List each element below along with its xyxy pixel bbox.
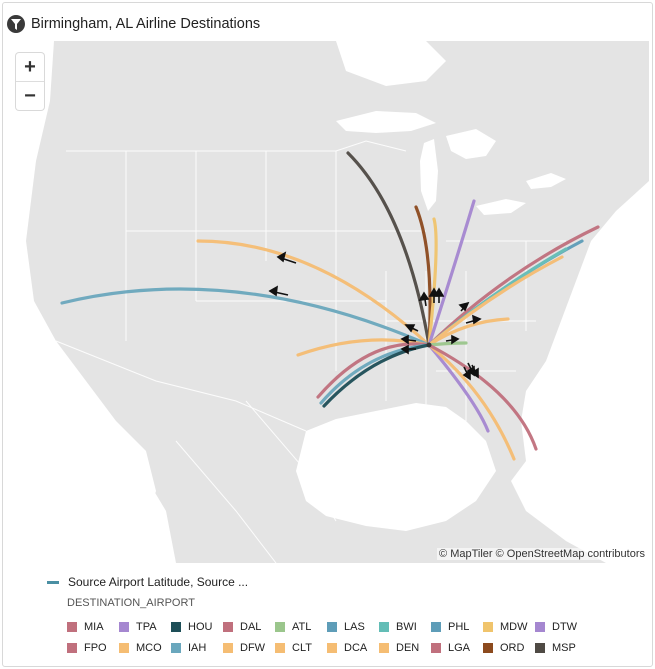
legend-item-fpo[interactable]: FPO xyxy=(67,642,119,654)
legend-swatch xyxy=(483,622,493,632)
legend-item-label: DFW xyxy=(240,642,266,654)
legend: Source Airport Latitude, Source ... DEST… xyxy=(47,575,647,654)
legend-item-lga[interactable]: LGA xyxy=(431,642,483,654)
legend-swatch xyxy=(171,643,181,653)
route-lga xyxy=(427,225,600,347)
legend-item-label: MSP xyxy=(552,642,576,654)
route-den xyxy=(196,239,431,347)
origin-birmingham-marker xyxy=(426,342,432,348)
legend-swatch xyxy=(119,622,129,632)
legend-item-ord[interactable]: ORD xyxy=(483,642,535,654)
legend-item-label: DAL xyxy=(240,621,262,633)
legend-item-mco[interactable]: MCO xyxy=(119,642,171,654)
legend-item-dfw[interactable]: DFW xyxy=(223,642,275,654)
legend-item-label: FPO xyxy=(84,642,107,654)
legend-item-atl[interactable]: ATL xyxy=(275,621,327,633)
legend-measure: Source Airport Latitude, Source ... xyxy=(47,575,647,589)
legend-item-den[interactable]: DEN xyxy=(379,642,431,654)
zoom-control: + − xyxy=(16,53,44,110)
route-dtw xyxy=(427,199,476,347)
legend-item-label: LGA xyxy=(448,642,471,654)
legend-swatch xyxy=(535,643,545,653)
legend-item-las[interactable]: LAS xyxy=(327,621,379,633)
legend-item-label: DCA xyxy=(344,642,368,654)
route-hou xyxy=(322,343,431,408)
legend-item-label: LAS xyxy=(344,621,365,633)
legend-item-label: IAH xyxy=(188,642,207,654)
legend-item-clt[interactable]: CLT xyxy=(275,642,327,654)
legend-item-mia[interactable]: MIA xyxy=(67,621,119,633)
basemap xyxy=(6,41,649,563)
legend-swatch xyxy=(275,643,285,653)
route-las xyxy=(60,287,431,347)
legend-swatch xyxy=(431,622,441,632)
legend-item-dal[interactable]: DAL xyxy=(223,621,275,633)
line-swatch-icon xyxy=(47,580,59,584)
legend-item-tpa[interactable]: TPA xyxy=(119,621,171,633)
legend-item-label: ORD xyxy=(500,642,525,654)
legend-swatch xyxy=(67,643,77,653)
legend-swatch xyxy=(275,622,285,632)
zoom-in-button[interactable]: + xyxy=(24,55,36,78)
legend-swatch xyxy=(431,643,441,653)
legend-item-label: MDW xyxy=(500,621,528,633)
legend-item-label: DEN xyxy=(396,642,420,654)
legend-item-label: MIA xyxy=(84,621,104,633)
panel-header: Birmingham, AL Airline Destinations xyxy=(7,13,260,35)
legend-swatch xyxy=(67,622,77,632)
legend-item-bwi[interactable]: BWI xyxy=(379,621,431,633)
legend-item-iah[interactable]: IAH xyxy=(171,642,223,654)
route-mia xyxy=(427,343,538,451)
legend-item-label: PHL xyxy=(448,621,470,633)
legend-item-label: DTW xyxy=(552,621,578,633)
route-dal xyxy=(316,342,431,399)
legend-item-hou[interactable]: HOU xyxy=(171,621,223,633)
legend-swatch xyxy=(535,622,545,632)
direction-arrows xyxy=(268,251,482,381)
lakes xyxy=(336,41,566,215)
legend-items: MIA TPA HOU DAL ATL LAS BWI PHL MDW DTW FPO MCO IAH D… xyxy=(67,621,647,654)
legend-swatch xyxy=(171,622,181,632)
legend-swatch xyxy=(379,643,389,653)
flight-routes xyxy=(60,151,600,461)
legend-item-label: BWI xyxy=(396,621,417,633)
legend-item-label: ATL xyxy=(292,621,312,633)
legend-item-msp[interactable]: MSP xyxy=(535,642,587,654)
route-dca xyxy=(427,255,564,347)
map-view[interactable]: + − © MapTiler © OpenStreetMap contribut… xyxy=(6,41,649,563)
legend-swatch xyxy=(379,622,389,632)
legend-swatch xyxy=(327,643,337,653)
legend-swatch xyxy=(327,622,337,632)
legend-item-label: MCO xyxy=(136,642,162,654)
legend-item-mdw[interactable]: MDW xyxy=(483,621,535,633)
legend-item-phl[interactable]: PHL xyxy=(431,621,483,633)
route-tpa xyxy=(427,343,490,433)
water-bodies xyxy=(6,41,649,563)
route-mdw xyxy=(427,217,438,347)
legend-item-dca[interactable]: DCA xyxy=(327,642,379,654)
legend-swatch xyxy=(483,643,493,653)
route-atl xyxy=(427,341,468,347)
legend-swatch xyxy=(223,643,233,653)
filter-icon[interactable] xyxy=(7,15,25,33)
legend-swatch xyxy=(119,643,129,653)
route-ord xyxy=(414,205,432,347)
legend-swatch xyxy=(223,622,233,632)
panel-title: Birmingham, AL Airline Destinations xyxy=(31,16,261,32)
legend-group-label: DESTINATION_AIRPORT xyxy=(67,597,195,609)
map-attribution[interactable]: © MapTiler © OpenStreetMap contributors xyxy=(437,548,647,560)
legend-item-label: CLT xyxy=(292,642,312,654)
legend-item-label: HOU xyxy=(188,621,213,633)
zoom-out-button[interactable]: − xyxy=(16,81,44,110)
legend-measure-label: Source Airport Latitude, Source ... xyxy=(68,575,249,589)
route-msp xyxy=(346,151,431,347)
route-mco xyxy=(427,343,516,461)
legend-item-dtw[interactable]: DTW xyxy=(535,621,587,633)
legend-item-label: TPA xyxy=(136,621,157,633)
route-clt xyxy=(427,317,510,347)
